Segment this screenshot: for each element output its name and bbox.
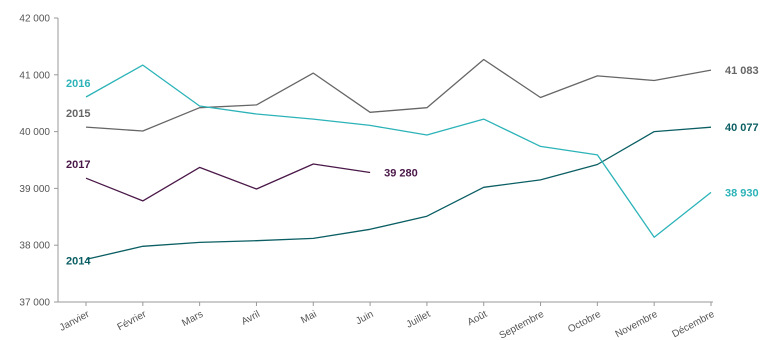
series-name-2015: 2015 (66, 108, 90, 120)
x-tick-label: Août (466, 309, 490, 328)
series-name-2016: 2016 (66, 78, 90, 90)
y-tick-label: 38 000 (19, 241, 50, 252)
end-value-2017: 39 280 (384, 167, 418, 179)
y-tick-label: 37 000 (19, 298, 50, 309)
end-value-2014: 40 077 (725, 122, 759, 134)
y-tick-label: 39 000 (19, 184, 50, 195)
x-tick-label: Décembre (671, 309, 717, 340)
series-line-2017 (85, 163, 371, 202)
end-value-2016: 38 930 (725, 187, 759, 199)
series-line-2014 (85, 126, 712, 261)
x-tick-label: Juillet (405, 309, 433, 331)
x-tick-label: Mai (299, 309, 318, 326)
y-tick-label: 40 000 (19, 127, 50, 138)
y-tick-label: 42 000 (19, 14, 50, 25)
chart-labels: 2014 40 077 2015 41 083 2016 38 930 2017 39 280 (66, 65, 759, 267)
x-tick-label: Avril (240, 309, 262, 328)
series-name-2017: 2017 (66, 159, 90, 171)
x-tick-label: Mars (180, 309, 205, 329)
y-tick-label: 41 000 (19, 70, 50, 81)
x-tick-label: Février (116, 309, 149, 334)
end-value-2015: 41 083 (725, 65, 759, 77)
series-line-2016 (85, 64, 712, 238)
chart-series (85, 58, 712, 261)
series-line-2015 (85, 58, 712, 132)
x-tick-label: Juin (354, 309, 375, 327)
x-tick-label: Octobre (566, 309, 603, 336)
series-name-2014: 2014 (66, 255, 91, 267)
x-tick-label: Novembre (614, 309, 660, 340)
x-tick-label: Janvier (58, 309, 92, 334)
x-tick-label: Septembre (498, 309, 547, 340)
